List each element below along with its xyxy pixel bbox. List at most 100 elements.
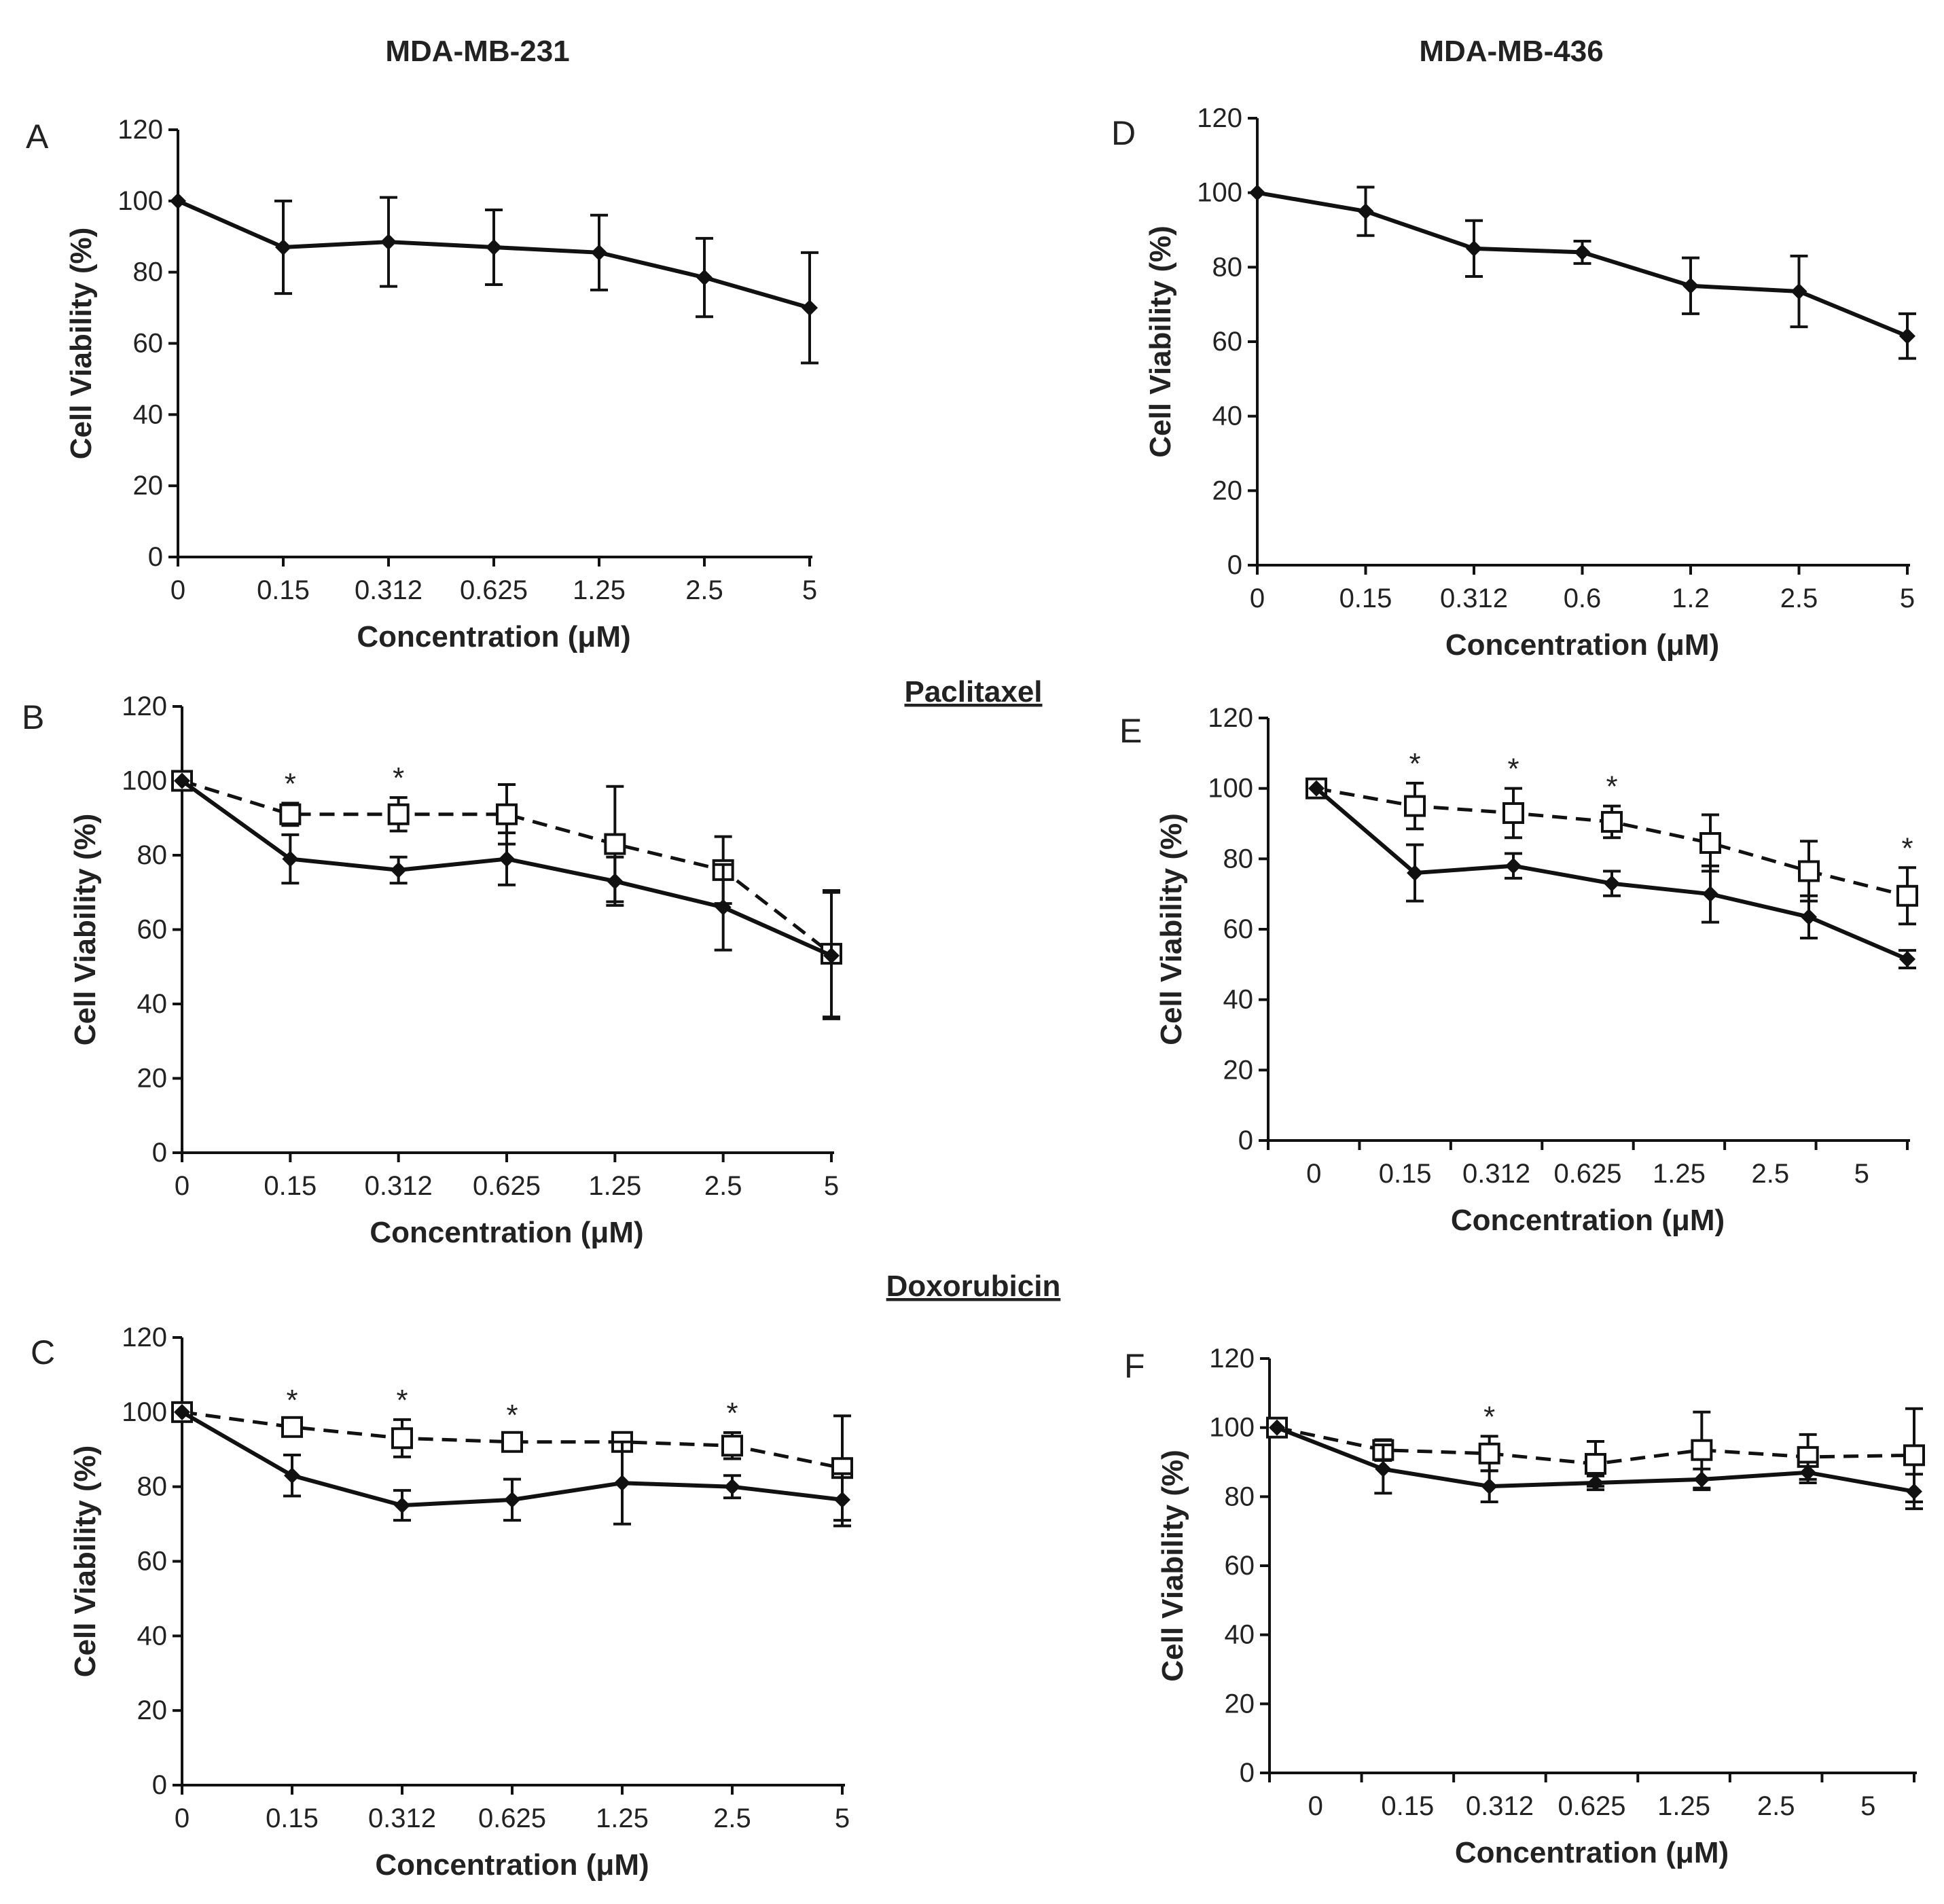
x-tick-label: 5 [835, 1803, 850, 1833]
data-point-diamond [499, 850, 515, 867]
y-tick-label: 0 [1240, 1758, 1255, 1788]
x-axis-title: Concentration (μM) [357, 620, 630, 653]
x-tick-label: 0 [175, 1171, 190, 1201]
data-point-diamond [802, 300, 818, 317]
significance-asterisk: * [1409, 747, 1420, 780]
x-tick-label: 0 [1308, 1791, 1323, 1821]
data-point-diamond [591, 244, 607, 261]
data-point-diamond [1574, 244, 1591, 261]
data-point-square [1478, 1442, 1500, 1465]
x-tick-label: 5 [824, 1171, 839, 1201]
data-point-square [1896, 884, 1918, 907]
data-point-diamond [1702, 886, 1718, 903]
data-point-square [1691, 1439, 1713, 1461]
data-point-diamond [1899, 951, 1915, 968]
x-tick-label: 0.15 [1379, 1159, 1432, 1189]
data-point-diamond [282, 850, 299, 867]
x-axis-title: Concentration (μM) [375, 1848, 649, 1882]
significance-asterisk: * [726, 1397, 738, 1430]
x-tick-label: 2.5 [1752, 1159, 1790, 1189]
data-point-diamond [284, 1467, 300, 1484]
series-solid [1308, 780, 1916, 970]
data-point-diamond [174, 1403, 190, 1420]
panel-letter: D [1111, 114, 1136, 152]
data-point-diamond [1357, 203, 1374, 220]
x-tick-label: 0.312 [355, 575, 422, 605]
data-point-square [496, 803, 518, 825]
y-axis-title: Cell Viability (%) [69, 1445, 102, 1678]
y-tick-label: 0 [152, 1770, 167, 1800]
data-point-square [1699, 832, 1721, 855]
x-tick-label: 0.625 [460, 575, 528, 605]
data-point-diamond [1249, 184, 1265, 201]
data-point-diamond [1693, 1471, 1710, 1488]
data-point-diamond [1604, 875, 1620, 892]
data-point-diamond [607, 873, 624, 890]
data-point-diamond [834, 1491, 850, 1508]
data-point-diamond [614, 1475, 630, 1492]
y-tick-label: 20 [1223, 1055, 1254, 1085]
y-tick-label: 20 [1212, 475, 1243, 505]
data-point-square [1404, 795, 1426, 817]
y-tick-label: 40 [137, 1621, 168, 1651]
series-solid [1269, 1419, 1923, 1511]
x-tick-label: 0.312 [1466, 1791, 1534, 1821]
y-tick-label: 80 [1225, 1481, 1255, 1511]
y-tick-label: 120 [1197, 103, 1242, 133]
y-tick-label: 60 [133, 329, 164, 359]
y-tick-label: 40 [1223, 985, 1254, 1015]
panel-letter: F [1124, 1347, 1145, 1385]
column-title-left: MDA-MB-231 [385, 35, 569, 68]
data-point-diamond [696, 269, 713, 286]
y-tick-label: 0 [152, 1138, 167, 1168]
data-point-diamond [823, 947, 840, 964]
x-tick-label: 0.312 [1440, 583, 1508, 613]
data-point-diamond [1790, 283, 1807, 300]
x-tick-label: 0.625 [1558, 1791, 1625, 1821]
data-point-diamond [174, 772, 190, 789]
panel-A: A 0 20 40 60 80 100 120 0 0.15 0.312 0.625 1.25 2.5 5 C… [26, 115, 818, 653]
y-tick-label: 20 [1225, 1689, 1255, 1719]
data-point-square [1601, 810, 1623, 833]
x-tick-label: 0.625 [473, 1171, 541, 1201]
data-point-diamond [1799, 1464, 1816, 1481]
y-axis-title: Cell Viability (%) [1156, 1450, 1189, 1682]
y-tick-label: 100 [122, 766, 167, 796]
y-tick-label: 60 [1225, 1551, 1255, 1581]
x-tick-label: 1.25 [596, 1803, 649, 1833]
y-tick-label: 20 [133, 471, 164, 501]
y-tick-label: 120 [122, 1323, 167, 1352]
y-tick-label: 0 [1227, 550, 1242, 580]
y-tick-label: 0 [1238, 1126, 1253, 1155]
x-tick-label: 1.25 [573, 575, 626, 605]
x-tick-label: 5 [1854, 1159, 1869, 1189]
x-axis-title: Concentration (μM) [370, 1216, 643, 1249]
data-point-square [501, 1431, 523, 1453]
series-solid [174, 772, 840, 1020]
panel-letter: A [26, 118, 49, 156]
y-tick-label: 120 [118, 115, 163, 145]
y-tick-label: 60 [137, 1547, 168, 1577]
significance-asterisk: * [1483, 1400, 1495, 1433]
y-tick-label: 80 [1212, 252, 1243, 282]
panel-letter: C [31, 1333, 55, 1371]
x-tick-label: 1.2 [1672, 583, 1710, 613]
panel-letter: B [22, 698, 44, 736]
x-tick-label: 0.15 [257, 575, 310, 605]
x-tick-label: 2.5 [704, 1171, 742, 1201]
x-tick-label: 0.15 [1381, 1791, 1434, 1821]
y-tick-label: 80 [133, 257, 164, 287]
panel-letter: E [1119, 712, 1142, 750]
significance-asterisk: * [286, 1384, 298, 1417]
x-tick-label: 0.6 [1564, 583, 1602, 613]
x-tick-label: 0 [1306, 1159, 1321, 1189]
y-tick-label: 40 [133, 399, 164, 429]
x-tick-label: 2.5 [685, 575, 723, 605]
y-tick-label: 80 [137, 840, 168, 870]
panel-F: F 0 20 40 60 80 100 120 0 0.15 0.312 0.625 1.25 2.5 5 C… [1124, 1344, 1925, 1869]
y-tick-label: 60 [1223, 914, 1254, 944]
x-tick-label: 0 [1250, 583, 1265, 613]
y-axis-title: Cell Viability (%) [69, 814, 102, 1046]
